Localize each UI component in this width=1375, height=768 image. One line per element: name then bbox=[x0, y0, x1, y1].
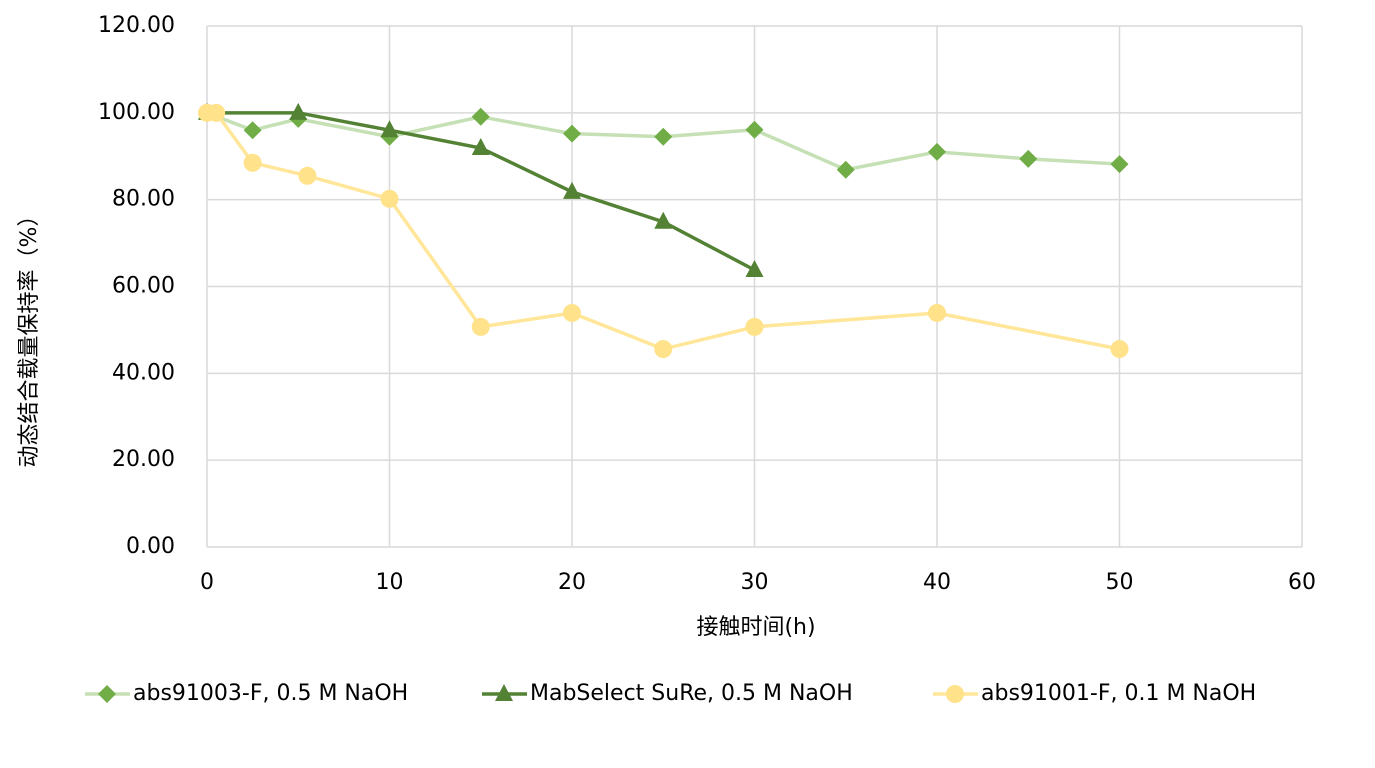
y-tick-label: 20.00 bbox=[112, 447, 175, 472]
legend-marker bbox=[946, 685, 964, 703]
marker bbox=[928, 142, 946, 161]
y-tick-label: 120.00 bbox=[98, 13, 175, 38]
marker bbox=[471, 107, 490, 126]
marker bbox=[1019, 149, 1038, 168]
y-tick-label: 60.00 bbox=[112, 274, 175, 299]
x-tick-label: 50 bbox=[1106, 570, 1134, 595]
marker bbox=[471, 138, 490, 156]
x-tick-label: 60 bbox=[1288, 570, 1316, 595]
x-tick-label: 30 bbox=[741, 570, 769, 595]
marker bbox=[836, 160, 855, 179]
marker bbox=[207, 103, 226, 122]
series-line bbox=[206, 111, 1120, 172]
marker bbox=[745, 260, 764, 278]
marker bbox=[243, 121, 262, 140]
y-tick-label: 0.00 bbox=[126, 534, 175, 559]
y-tick-label: 100.00 bbox=[98, 100, 175, 125]
x-axis-title: 接触时间(h) bbox=[696, 615, 815, 640]
marker bbox=[928, 303, 946, 322]
marker bbox=[563, 124, 581, 143]
marker bbox=[243, 153, 262, 172]
x-tick-label: 20 bbox=[558, 570, 586, 595]
legend-marker bbox=[495, 684, 513, 701]
legend-label: MabSelect SuRe, 0.5 M NaOH bbox=[530, 681, 853, 706]
marker bbox=[471, 317, 490, 336]
x-tick-label: 10 bbox=[376, 570, 404, 595]
marker bbox=[654, 211, 673, 229]
y-tick-label: 40.00 bbox=[112, 360, 175, 385]
series-line bbox=[207, 111, 1120, 351]
marker bbox=[298, 166, 317, 185]
marker bbox=[380, 189, 399, 208]
x-tick-label: 0 bbox=[200, 570, 214, 595]
legend-label: abs91003-F, 0.5 M NaOH bbox=[133, 681, 408, 706]
marker bbox=[654, 127, 673, 146]
marker bbox=[654, 340, 673, 359]
marker bbox=[380, 120, 399, 138]
y-axis-title: 动态结合载量保持率（%） bbox=[17, 205, 42, 468]
marker bbox=[1110, 340, 1129, 359]
marker bbox=[1110, 155, 1129, 174]
y-tick-label: 80.00 bbox=[112, 187, 175, 212]
marker bbox=[289, 102, 308, 120]
legend-label: abs91001-F, 0.1 M NaOH bbox=[981, 681, 1256, 706]
legend-marker bbox=[98, 685, 116, 703]
x-tick-label: 40 bbox=[923, 570, 951, 595]
marker bbox=[745, 317, 764, 336]
marker bbox=[563, 303, 581, 322]
marker bbox=[563, 181, 581, 199]
marker bbox=[745, 120, 764, 139]
